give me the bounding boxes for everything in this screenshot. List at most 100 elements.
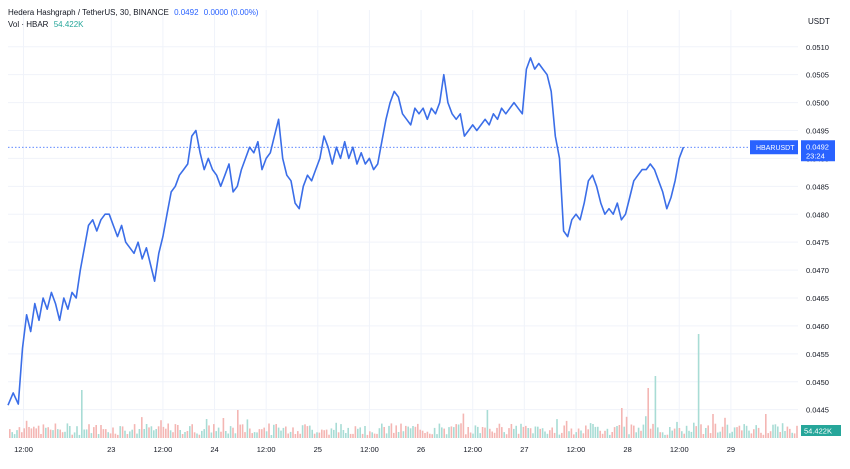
- volume-bar: [287, 433, 289, 438]
- volume-bar: [369, 431, 371, 438]
- volume-bar: [433, 427, 436, 438]
- volume-bar: [299, 433, 301, 438]
- volume-bar: [241, 424, 244, 438]
- volume-bar: [477, 426, 479, 438]
- volume-bar: [522, 426, 525, 438]
- volume-bar: [659, 432, 661, 438]
- volume-bar: [357, 428, 359, 438]
- x-tick-label: 12:00: [14, 445, 33, 454]
- volume-bar: [784, 431, 786, 438]
- volume-bar: [652, 423, 654, 438]
- volume-bar: [647, 388, 649, 438]
- y-tick-label: 0.0495: [806, 127, 829, 136]
- volume-bar: [381, 423, 383, 438]
- volume-bar: [18, 427, 21, 438]
- volume-bar: [693, 422, 695, 438]
- volume-bar: [297, 431, 299, 438]
- volume-bar: [640, 430, 642, 438]
- volume-bar: [520, 423, 522, 438]
- volume-bar: [709, 433, 712, 438]
- volume-bar: [743, 424, 745, 438]
- volume-bar: [441, 427, 443, 438]
- volume-bar: [635, 432, 637, 438]
- volume-bar: [486, 410, 489, 438]
- volume-bar: [592, 424, 594, 438]
- volume-bar: [702, 434, 705, 438]
- volume-bar: [424, 433, 426, 438]
- volume-bar: [181, 434, 184, 438]
- volume-bar: [133, 424, 136, 438]
- volume-bar: [383, 427, 385, 438]
- volume-bar: [85, 429, 88, 438]
- volume-bar: [330, 428, 333, 438]
- volume-bar: [349, 433, 352, 438]
- volume-bar: [76, 426, 78, 438]
- volume-bar: [129, 431, 131, 438]
- volume-bar: [388, 425, 390, 438]
- volume-bar: [141, 417, 143, 438]
- volume-bar: [765, 414, 767, 438]
- volume-bar: [28, 427, 30, 438]
- volume-bar: [270, 435, 273, 438]
- volume-bar: [457, 424, 460, 438]
- volume-bar: [66, 423, 69, 438]
- volume-bar: [201, 430, 203, 438]
- volume-bar: [49, 429, 52, 438]
- volume-bar: [121, 426, 124, 438]
- x-tick-label: 12:00: [154, 445, 173, 454]
- volume-bar: [217, 427, 220, 438]
- volume-bar: [35, 428, 37, 438]
- volume-bar: [527, 428, 529, 438]
- volume-bar: [273, 424, 275, 438]
- volume-bar: [772, 424, 774, 438]
- volume-bar: [553, 432, 556, 438]
- volume-bar: [489, 428, 491, 438]
- volume-bar: [213, 424, 215, 438]
- volume-bar: [88, 424, 90, 438]
- volume-bar: [124, 430, 126, 438]
- x-tick-label: 28: [623, 445, 631, 454]
- volume-bar: [755, 425, 757, 438]
- volume-bar: [227, 433, 229, 438]
- volume-bar: [167, 423, 169, 438]
- volume-bar: [407, 426, 409, 438]
- volume-bar: [671, 430, 673, 438]
- volume-bar: [282, 427, 285, 438]
- volume-bar: [666, 434, 669, 438]
- volume-bar: [738, 425, 741, 438]
- price-label-box: HBARUSDT 0.0492 23:24: [750, 140, 835, 162]
- volume-bar: [256, 432, 258, 438]
- volume-bar: [695, 426, 697, 438]
- volume-bar: [359, 427, 361, 438]
- volume-bar: [597, 426, 599, 438]
- volume-bar: [102, 429, 105, 438]
- volume-bar: [551, 427, 553, 438]
- x-tick-label: 12:00: [567, 445, 586, 454]
- y-tick-label: 0.0485: [806, 182, 829, 191]
- volume-bar: [414, 426, 417, 438]
- volume-bar: [498, 423, 501, 438]
- volume-bar: [455, 424, 457, 438]
- volume-bar: [361, 433, 364, 438]
- volume-bar: [157, 426, 160, 438]
- volume-bar: [438, 423, 441, 438]
- volume-bar: [366, 434, 369, 438]
- volume-bar: [323, 430, 325, 438]
- series-line-hbarusdt: [7, 57, 685, 406]
- volume-bar: [405, 425, 407, 438]
- volume-bar: [177, 425, 179, 438]
- volume-bar: [215, 431, 217, 438]
- volume-bar: [229, 426, 232, 438]
- volume-bar: [280, 430, 282, 438]
- volume-bar: [678, 428, 681, 438]
- volume-bar: [753, 429, 755, 438]
- volume-bar: [613, 427, 616, 438]
- volume-bar: [580, 430, 582, 438]
- volume-bar: [148, 427, 150, 438]
- volume-bar: [546, 433, 549, 438]
- volume-bar: [467, 427, 469, 438]
- volume-bar: [191, 424, 193, 438]
- volume-bar: [577, 428, 580, 438]
